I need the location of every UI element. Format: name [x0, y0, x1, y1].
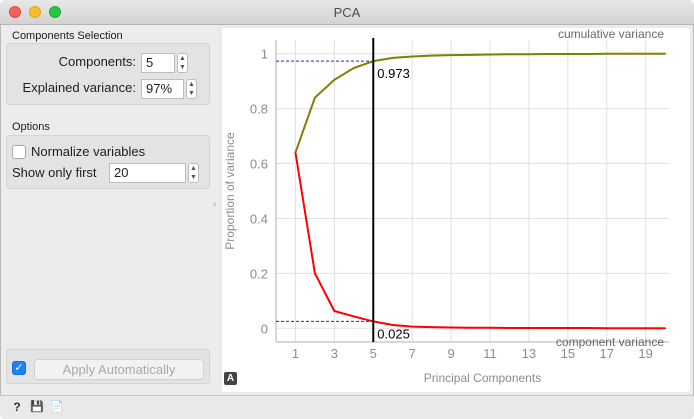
- component-variance-point: [333, 310, 336, 312]
- explained-variance-spinbox[interactable]: 97%: [141, 79, 184, 99]
- component-variance-point: [625, 327, 627, 330]
- normalize-label: Normalize variables: [31, 144, 146, 159]
- cumulative-variance-point: [644, 52, 647, 55]
- apply-button[interactable]: Apply Automatically: [34, 359, 204, 380]
- cumulative-variance-point: [625, 52, 627, 55]
- component-variance-point: [547, 327, 550, 329]
- component-variance-label: component variance: [556, 335, 664, 349]
- cumulative-variance-point: [353, 67, 355, 69]
- cumulative-variance-point: [430, 54, 433, 57]
- chevron-up-icon: ▲: [190, 165, 197, 172]
- status-bar: ? 💾 📄: [0, 395, 694, 419]
- component-variance-point: [314, 272, 316, 275]
- save-icon[interactable]: 💾: [30, 401, 44, 413]
- x-tick-label: 3: [331, 346, 338, 361]
- component-variance-point: [353, 315, 355, 318]
- auto-apply-checkbox[interactable]: ✓: [12, 361, 26, 375]
- x-axis-title: Principal Components: [424, 371, 541, 385]
- help-icon[interactable]: ?: [13, 400, 21, 414]
- cumulative-variance-line: [294, 52, 666, 153]
- chevron-up-icon: ▲: [179, 55, 186, 62]
- x-tick-label: 7: [409, 346, 416, 361]
- show-first-spinbox[interactable]: 20: [109, 163, 186, 183]
- options-section-title: Options: [12, 121, 50, 133]
- component-variance-point: [605, 327, 608, 330]
- component-variance-point: [586, 327, 589, 329]
- cumulative-variance-point: [391, 57, 394, 59]
- checkmark-icon: ✓: [14, 362, 24, 374]
- y-tick-label: 0.6: [250, 157, 268, 172]
- report-icon[interactable]: 📄: [50, 401, 64, 413]
- y-tick-label: 0.4: [250, 211, 268, 226]
- y-tick-label: 0.8: [250, 102, 268, 117]
- explained-variance-label: Explained variance:: [22, 80, 136, 95]
- cumulative-variance-point: [314, 96, 316, 99]
- component-variance-point: [508, 327, 511, 329]
- components-stepper[interactable]: ▲ ▼: [177, 53, 188, 73]
- y-tick-label: 1: [261, 47, 268, 62]
- cumulative-variance-point: [567, 53, 569, 55]
- show-first-stepper[interactable]: ▲ ▼: [188, 163, 199, 183]
- annotation-label: 0.025: [377, 326, 410, 341]
- x-tick-label: 17: [600, 346, 614, 361]
- cumulative-variance-point: [547, 53, 550, 55]
- components-spinbox[interactable]: 5: [141, 53, 175, 73]
- normalize-checkbox[interactable]: [12, 145, 26, 159]
- components-label: Components:: [58, 54, 136, 69]
- plot-area: 1 3 5 7 9 11 13 15 17 19 0 0.2 0.4 0.6 0.8 1 Principal C…: [222, 27, 690, 392]
- chevron-down-icon: ▼: [188, 90, 195, 97]
- x-tick-label: 19: [638, 346, 652, 361]
- cumulative-variance-point: [489, 53, 491, 56]
- component-variance-point: [294, 151, 297, 154]
- variance-stepper[interactable]: ▲ ▼: [186, 79, 197, 99]
- show-first-label: Show only first: [12, 165, 97, 180]
- component-variance-point: [567, 327, 569, 329]
- cumulative-variance-label: cumulative variance: [558, 28, 664, 41]
- x-tick-label: 1: [292, 346, 299, 361]
- component-variance-point: [391, 324, 394, 326]
- splitter-handle-icon[interactable]: ›: [213, 199, 217, 210]
- chevron-down-icon: ▼: [190, 174, 197, 181]
- component-variance-point: [489, 326, 491, 329]
- component-variance-point: [430, 326, 433, 328]
- component-variance-point: [528, 327, 530, 329]
- component-variance-line: [294, 152, 666, 330]
- cumulative-variance-point: [469, 54, 472, 56]
- axis-a-icon[interactable]: A: [224, 372, 237, 385]
- component-variance-point: [469, 326, 472, 329]
- component-variance-point: [664, 327, 666, 330]
- cumulative-variance-point: [664, 52, 666, 55]
- y-tick-label: 0: [261, 321, 268, 336]
- y-tick-label: 0.2: [250, 266, 268, 281]
- y-axis-title: Proportion of variance: [223, 132, 237, 250]
- x-tick-label: 9: [447, 346, 454, 361]
- maximize-button[interactable]: [49, 6, 61, 18]
- cumulative-variance-point: [605, 52, 608, 55]
- components-section-title: Components Selection: [12, 30, 123, 42]
- component-variance-point: [450, 326, 452, 329]
- minimize-button[interactable]: [29, 6, 41, 18]
- cumulative-variance-point: [450, 54, 452, 56]
- cumulative-variance-point: [333, 79, 336, 81]
- chevron-up-icon: ▲: [188, 81, 195, 88]
- window-title: PCA: [333, 5, 361, 20]
- annotation-label: 0.973: [377, 66, 410, 81]
- x-tick-label: 5: [370, 346, 377, 361]
- x-tick-label: 11: [483, 346, 497, 361]
- cumulative-variance-point: [528, 53, 530, 56]
- chevron-down-icon: ▼: [179, 64, 186, 71]
- x-tick-label: 13: [522, 346, 536, 361]
- x-tick-label: 15: [561, 346, 575, 361]
- component-variance-point: [644, 327, 647, 330]
- component-variance-point: [411, 325, 413, 328]
- cumulative-variance-point: [508, 53, 511, 56]
- title-bar: PCA: [0, 0, 694, 25]
- close-button[interactable]: [9, 6, 21, 18]
- cumulative-variance-point: [411, 55, 413, 58]
- cumulative-variance-point: [586, 53, 589, 55]
